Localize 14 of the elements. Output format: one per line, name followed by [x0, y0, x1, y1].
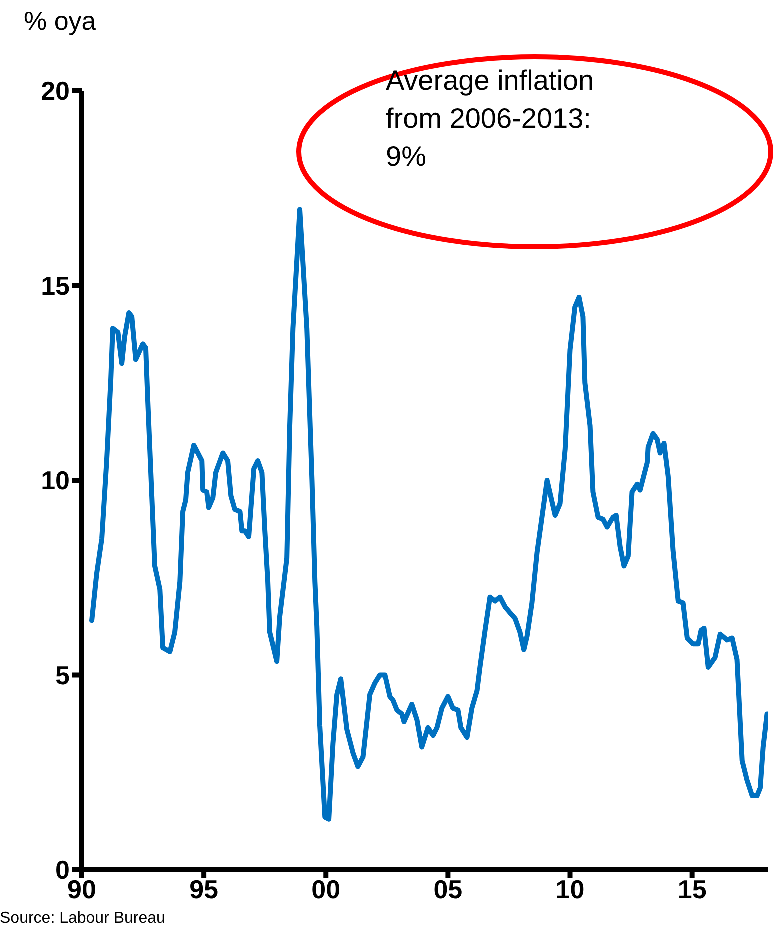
y-axis-title: % oya	[24, 6, 96, 37]
annotation: Average inflation from 2006-2013: 9%	[386, 65, 594, 172]
x-tick-label: 95	[190, 874, 219, 904]
x-tick-label: 10	[556, 874, 585, 904]
x-tick-label: 05	[434, 874, 463, 904]
source-note: Source: Labour Bureau	[0, 910, 166, 928]
y-tick-label: 10	[41, 466, 70, 496]
y-tick-label: 15	[41, 270, 70, 301]
x-tick-label: 00	[312, 874, 341, 904]
y-tick-label: 5	[56, 660, 70, 690]
y-tick-label: 0	[56, 855, 70, 886]
x-tick-label: 15	[678, 874, 707, 904]
y-tick-label: 20	[41, 76, 70, 106]
x-tick-label: 90	[68, 874, 96, 904]
